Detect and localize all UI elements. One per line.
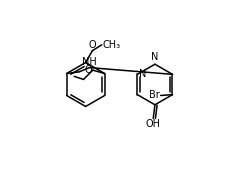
Text: CH₃: CH₃ [102,40,120,50]
Text: Br: Br [149,90,160,101]
Text: O: O [85,65,92,75]
Text: N: N [139,69,147,79]
Text: OH: OH [146,119,161,129]
Text: N: N [151,52,159,62]
Text: O: O [89,40,96,50]
Text: NH: NH [82,57,97,67]
